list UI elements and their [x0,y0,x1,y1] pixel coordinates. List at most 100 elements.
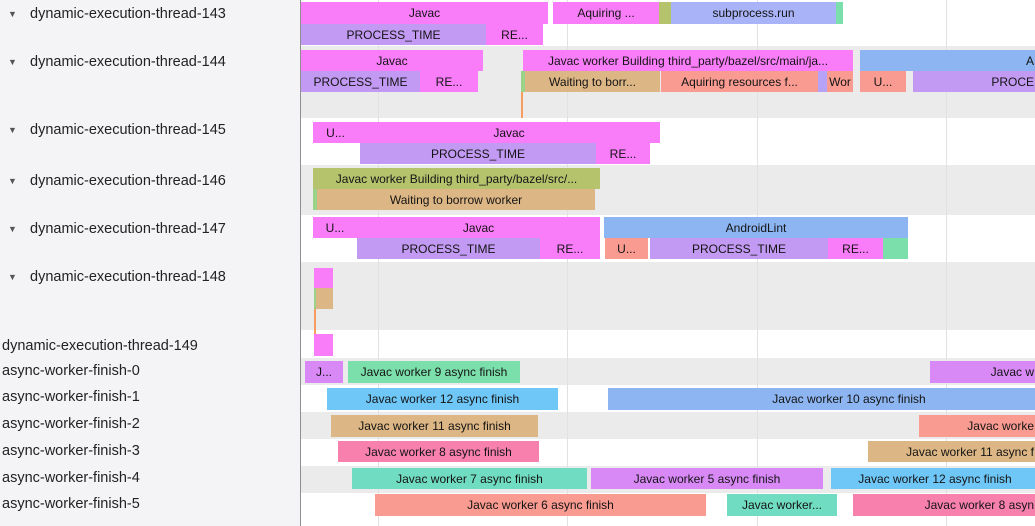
bar-j[interactable]: J... [305,361,343,383]
trace-event-label: J... [315,365,332,379]
bar-worker-6-finish[interactable]: Javac worker 6 async finish [375,494,706,516]
bar-androidlint[interactable]: AndroidLint [604,217,908,238]
bar-u[interactable]: U... [313,122,358,143]
trace-event-label: RE... [435,74,463,89]
row-label-text: dynamic-execution-thread-144 [30,54,226,70]
instant-marker[interactable] [521,92,523,118]
bar-worker-9-finish[interactable]: Javac worker 9 async finish [348,361,520,383]
thread-row-label[interactable]: ▼ dynamic-execution-thread-143 [0,4,300,24]
trace-event-label: Javac worker Building third_party/bazel/… [547,53,829,68]
thread-row-label[interactable]: async-worker-finish-3 [0,441,300,461]
bar-worker-8-finish[interactable]: Javac worker 8 async finish [338,441,539,462]
trace-event-label: Javac worker Building third_party/bazel/… [335,171,578,186]
bar-worker-8-finish-clipped[interactable]: Javac worker 8 asyn [853,494,1035,516]
bar-worker-7-finish[interactable]: Javac worker 7 async finish [352,468,587,489]
bar-process-time-clipped[interactable]: PROCE [913,71,1035,92]
instant-marker[interactable] [314,309,316,334]
bar-re[interactable]: RE... [540,238,600,259]
bar-androidlint-clipped[interactable]: A [860,50,1035,71]
thread-row-label[interactable]: async-worker-finish-1 [0,387,300,407]
bar-wor[interactable]: Wor [827,71,853,92]
bar-sliver[interactable] [836,2,843,24]
thread-row-label[interactable]: async-worker-finish-2 [0,414,300,434]
bar-re[interactable]: RE... [596,143,650,164]
bar-event[interactable] [314,334,333,356]
thread-row-label[interactable]: async-worker-finish-5 [0,494,300,514]
bar-worker-finish-clipped[interactable]: Javac w [930,361,1035,383]
row-label-text: async-worker-finish-3 [2,443,140,459]
trace-event-label: Javac worker 9 async finish [360,365,508,379]
bar-process-time[interactable]: PROCESS_TIME [301,24,486,45]
bar-aquiring-resources[interactable]: Aquiring resources f... [661,71,818,92]
thread-row-label[interactable]: async-worker-finish-4 [0,468,300,488]
thread-row-label[interactable]: ▼ dynamic-execution-thread-146 [0,171,300,191]
bar-sliver[interactable] [818,71,827,92]
trace-event-label: Javac worke [967,419,1034,433]
trace-event-label: PROCE [991,74,1034,89]
time-gridline [757,0,758,526]
row-label-text: dynamic-execution-thread-143 [30,6,226,22]
bar-re[interactable]: RE... [828,238,883,259]
bar-worker-12-finish[interactable]: Javac worker 12 async finish [831,468,1035,489]
bar-worker-finish-clipped[interactable]: Javac worke [919,415,1035,437]
bar-worker-finish[interactable]: Javac worker... [727,494,837,516]
trace-event-label: Javac [493,125,525,140]
collapse-triangle-icon[interactable]: ▼ [8,272,17,282]
bar-u[interactable]: U... [860,71,906,92]
collapse-triangle-icon[interactable]: ▼ [8,224,17,234]
trace-event-label: RE... [609,146,637,161]
collapse-triangle-icon[interactable]: ▼ [8,9,17,19]
bar-javac[interactable]: Javac [301,2,548,24]
bar-sliver[interactable] [521,71,525,92]
trace-event-label: Javac worker 12 async finish [365,392,520,406]
bar-event[interactable] [314,268,333,288]
bar-waiting-to-borrow[interactable]: Waiting to borr... [525,71,660,92]
bar-subprocess-run[interactable]: subprocess.run [671,2,836,24]
thread-row-label[interactable]: ▼ dynamic-execution-thread-144 [0,52,300,72]
bar-javac-worker-building[interactable]: Javac worker Building third_party/bazel/… [313,168,600,189]
collapse-triangle-icon[interactable]: ▼ [8,57,17,67]
bar-javac-worker-building[interactable]: Javac worker Building third_party/bazel/… [523,50,853,71]
trace-event-label: Javac worker 12 async finish [858,471,1012,486]
bar-process-time[interactable]: PROCESS_TIME [357,238,540,259]
bar-sliver[interactable] [659,2,671,24]
bar-worker-5-finish[interactable]: Javac worker 5 async finish [591,468,823,489]
thread-row-label[interactable]: ▼ dynamic-execution-thread-148 [0,267,300,287]
bar-process-time[interactable]: PROCESS_TIME [650,238,828,259]
bar-worker-11-finish[interactable]: Javac worker 11 async finish [331,415,538,437]
thread-row-label[interactable]: async-worker-finish-0 [0,361,300,381]
thread-row-label[interactable]: ▼ dynamic-execution-thread-147 [0,219,300,239]
bar-worker-11-finish-clipped[interactable]: Javac worker 11 async f [868,441,1035,462]
bar-u[interactable]: U... [313,217,357,238]
thread-row-label[interactable]: dynamic-execution-thread-149 [0,336,300,356]
collapse-triangle-icon[interactable]: ▼ [8,176,17,186]
bar-javac[interactable]: Javac [358,122,660,143]
bar-sliver[interactable] [313,189,317,210]
timeline-canvas[interactable]: Javac Aquiring ... subprocess.run PROCES… [301,0,1035,526]
bar-worker-12-finish[interactable]: Javac worker 12 async finish [327,388,558,410]
bar-process-time[interactable]: PROCESS_TIME [301,71,420,92]
bar-re[interactable]: RE... [486,24,543,45]
trace-event-label: Javac worker 10 async finish [772,392,926,406]
bar-aquiring[interactable]: Aquiring ... [553,2,659,24]
row-label-text: dynamic-execution-thread-145 [30,122,226,138]
row-background-band [301,262,1035,330]
bar-process-time[interactable]: PROCESS_TIME [360,143,596,164]
trace-event-label: U... [873,74,893,89]
trace-event-label: PROCESS_TIME [430,146,526,161]
bar-worker-10-finish[interactable]: Javac worker 10 async finish [608,388,1035,410]
bar-event[interactable] [316,288,333,309]
bar-sliver[interactable] [883,238,908,259]
time-gridline [567,0,568,526]
bar-u[interactable]: U... [605,238,648,259]
collapse-triangle-icon[interactable]: ▼ [8,125,17,135]
bar-re[interactable]: RE... [420,71,478,92]
row-label-text: async-worker-finish-4 [2,470,140,486]
bar-waiting-to-borrow-worker[interactable]: Waiting to borrow worker [317,189,595,210]
bar-javac[interactable]: Javac [301,50,483,71]
bar-sliver[interactable] [314,288,316,309]
thread-row-label[interactable]: ▼ dynamic-execution-thread-145 [0,120,300,140]
trace-event-label: Wor [829,74,851,89]
bar-javac[interactable]: Javac [357,217,600,238]
